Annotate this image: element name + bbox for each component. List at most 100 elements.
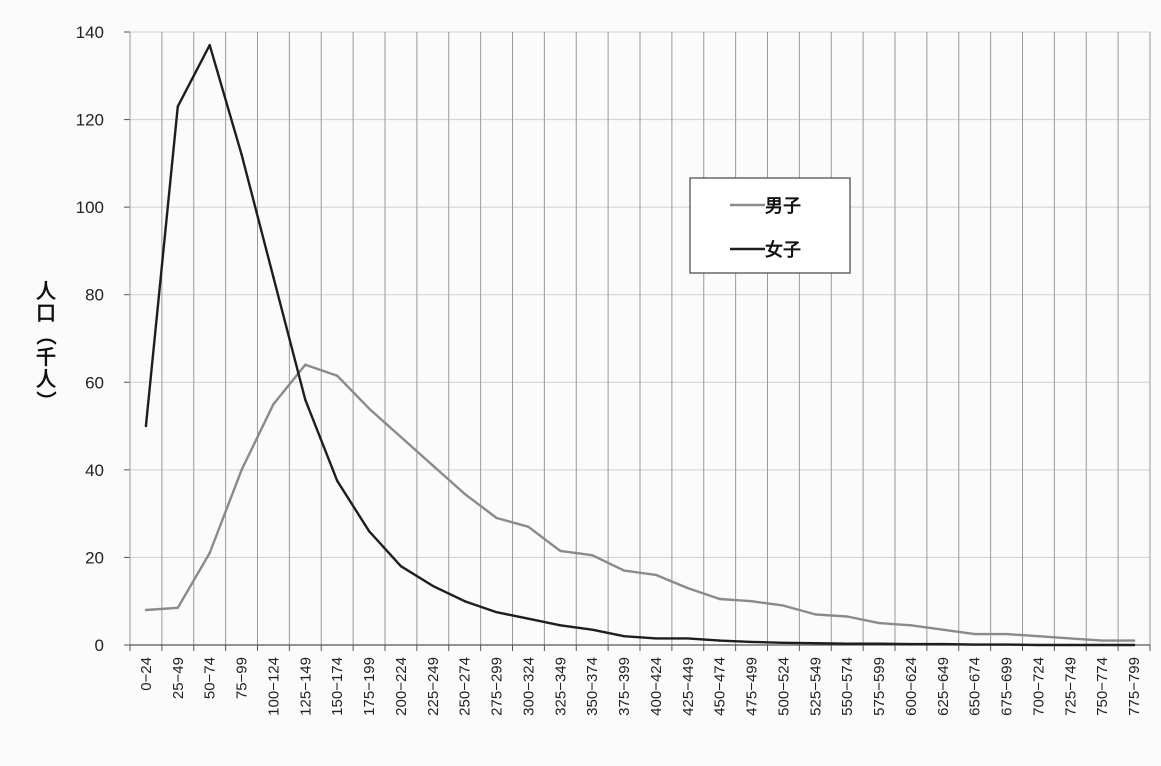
x-tick-label: 650−674 <box>967 657 984 716</box>
data-point <box>622 569 626 572</box>
x-tick-label: 350−374 <box>584 657 601 716</box>
data-point <box>1037 643 1040 647</box>
legend-label: 男子 <box>765 196 801 217</box>
data-point <box>399 564 403 568</box>
x-tick-label: 200−224 <box>393 657 410 716</box>
x-tick-label: 375−399 <box>616 657 633 716</box>
x-tick-label: 125−149 <box>297 657 314 716</box>
data-point <box>782 604 785 607</box>
data-point <box>463 492 466 496</box>
data-point <box>877 642 881 645</box>
data-point <box>272 276 275 279</box>
x-tick-label: 475−499 <box>744 657 761 716</box>
data-point <box>718 597 721 601</box>
data-point <box>845 642 849 645</box>
data-point <box>654 573 658 577</box>
data-point <box>431 584 435 588</box>
legend-box <box>689 177 851 274</box>
data-point <box>335 479 339 483</box>
y-tick-label: 0 <box>95 636 104 655</box>
data-point <box>495 610 498 614</box>
x-tick-label: 425−449 <box>680 657 697 716</box>
data-point <box>559 549 562 553</box>
data-point <box>144 608 148 612</box>
data-point <box>686 637 690 640</box>
x-tick-label: 25−49 <box>170 657 187 699</box>
data-point <box>654 637 658 640</box>
x-tick-label: 250−274 <box>457 657 474 716</box>
data-point <box>559 624 562 627</box>
y-tick-label: 60 <box>85 373 104 392</box>
x-tick-label: 225−249 <box>425 657 442 716</box>
x-tick-label: 275−299 <box>489 657 506 716</box>
data-point <box>750 600 753 603</box>
y-axis-label-char: 人 <box>36 279 57 303</box>
data-point <box>335 374 339 377</box>
x-tick-label: 525−549 <box>807 657 824 716</box>
data-point <box>814 613 817 616</box>
x-tick-label: 575−599 <box>871 657 888 716</box>
x-tick-label: 450−474 <box>712 657 729 716</box>
data-point <box>877 621 881 625</box>
data-point <box>1132 643 1136 647</box>
data-point <box>240 153 243 156</box>
data-point <box>1069 643 1072 647</box>
y-tick-label: 40 <box>85 461 104 480</box>
data-point <box>527 525 530 528</box>
data-point <box>304 363 307 366</box>
y-axis-label-char: 口 <box>36 301 56 325</box>
data-point <box>973 643 976 646</box>
data-point <box>304 398 307 401</box>
data-point <box>208 551 211 555</box>
x-tick-label: 400−424 <box>648 657 665 716</box>
y-axis-label-char: ） <box>34 391 58 411</box>
x-tick-label: 300−324 <box>520 657 537 716</box>
data-point <box>909 624 913 627</box>
y-axis-label-char: 千 <box>36 345 56 369</box>
data-point <box>272 402 275 406</box>
x-tick-label: 625−649 <box>935 657 952 716</box>
data-point <box>527 617 530 620</box>
x-tick-label: 150−174 <box>329 657 346 716</box>
data-point <box>367 529 371 533</box>
data-point <box>1005 632 1008 636</box>
data-point <box>973 632 976 636</box>
data-point <box>463 600 466 603</box>
data-point <box>431 464 435 467</box>
data-point <box>845 615 849 618</box>
data-point <box>750 640 753 644</box>
data-point <box>1069 637 1072 640</box>
legend-label: 女子 <box>765 239 801 261</box>
x-tick-label: 750−774 <box>1094 657 1111 716</box>
x-tick-label: 550−574 <box>839 657 856 716</box>
series-line-male <box>145 363 1135 642</box>
data-point <box>686 586 690 590</box>
data-point <box>590 628 594 631</box>
x-tick-label: 50−74 <box>202 657 219 699</box>
data-point <box>782 641 785 645</box>
data-point <box>367 407 371 410</box>
data-point <box>240 468 243 472</box>
series-line-female <box>144 43 1135 647</box>
data-point <box>718 639 721 642</box>
data-point <box>495 516 498 520</box>
data-point <box>941 642 945 646</box>
y-tick-label: 80 <box>85 286 104 305</box>
data-point <box>1100 639 1104 642</box>
x-tick-label: 725−749 <box>1062 657 1079 716</box>
y-tick-label: 100 <box>76 198 104 217</box>
data-point <box>208 43 211 47</box>
data-point <box>590 554 594 557</box>
y-tick-label: 140 <box>76 23 104 42</box>
x-tick-label: 700−724 <box>1030 657 1047 716</box>
data-point <box>1100 643 1104 647</box>
x-tick-label: 775−799 <box>1126 657 1143 716</box>
x-tick-label: 175−199 <box>361 657 378 716</box>
x-tick-label: 500−524 <box>775 657 792 716</box>
y-tick-label: 120 <box>76 111 104 130</box>
data-point <box>814 642 817 645</box>
data-point <box>144 424 148 428</box>
data-point <box>176 606 180 609</box>
